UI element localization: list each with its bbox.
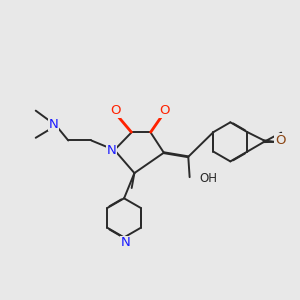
Text: O: O xyxy=(159,104,169,117)
Text: O: O xyxy=(275,134,286,147)
Text: N: N xyxy=(49,118,59,131)
Text: O: O xyxy=(110,104,121,117)
Text: N: N xyxy=(121,236,130,249)
Text: OH: OH xyxy=(199,172,217,185)
Text: N: N xyxy=(106,143,116,157)
